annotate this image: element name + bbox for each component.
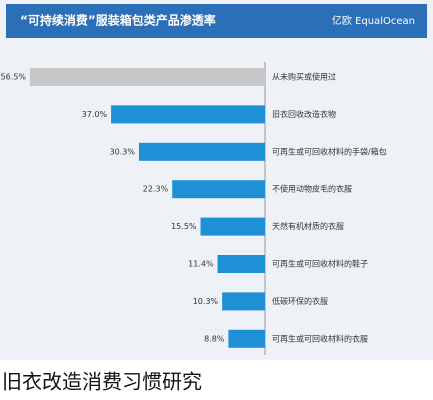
logo: 亿欧 EqualOcean	[332, 14, 415, 27]
value-label: 56.5%	[1, 73, 27, 82]
value-label: 37.0%	[82, 110, 108, 119]
category-label: 可再生或可回收材料的鞋子	[272, 259, 368, 269]
bar	[217, 255, 265, 273]
value-label: 22.3%	[143, 185, 169, 194]
category-label: 不使用动物皮毛的衣服	[272, 184, 352, 194]
bar	[228, 329, 265, 348]
category-label: 低碳环保的衣服	[272, 296, 328, 306]
category-label: 旧衣回收改造衣物	[272, 109, 336, 119]
bar	[222, 292, 265, 311]
chart-title: “可持续消费”服装箱包类产品渗透率	[20, 13, 216, 28]
header-bar	[6, 4, 427, 38]
panel	[0, 0, 433, 360]
value-label: 15.5%	[171, 222, 197, 231]
value-label: 10.3%	[193, 297, 219, 306]
value-label: 11.4%	[188, 260, 214, 269]
caption: 旧衣改造消费习惯研究	[2, 370, 202, 394]
value-label: 30.3%	[110, 147, 136, 156]
value-label: 8.8%	[204, 334, 225, 343]
bar	[200, 217, 265, 236]
category-label: 从未购买或使用过	[272, 72, 336, 82]
category-label: 天然有机材质的衣服	[272, 221, 344, 231]
bar	[172, 180, 265, 199]
bar	[29, 68, 266, 86]
bar	[111, 105, 265, 124]
category-label: 可再生或可回收材料的衣服	[272, 333, 368, 343]
bar	[138, 142, 265, 161]
category-label: 可再生或可回收材料的手袋/箱包	[272, 146, 387, 156]
